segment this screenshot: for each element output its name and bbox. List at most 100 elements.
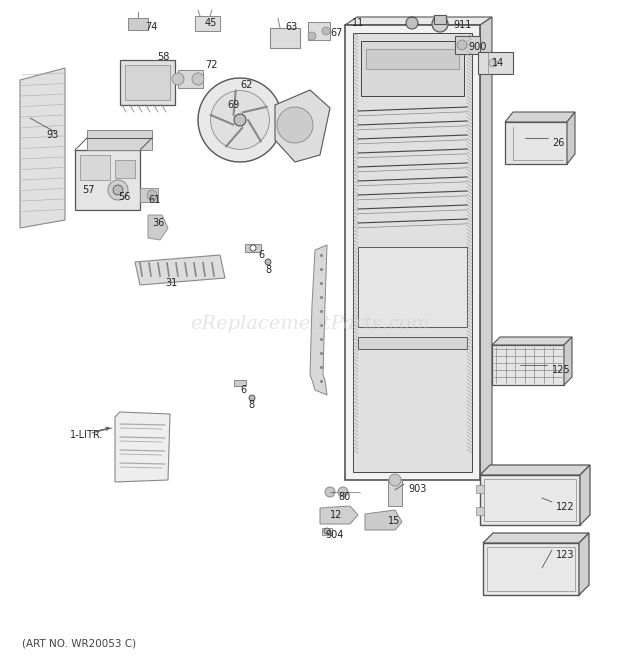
Bar: [505, 122, 567, 164]
Polygon shape: [505, 112, 575, 122]
Circle shape: [308, 32, 316, 40]
Text: 122: 122: [556, 502, 575, 512]
Polygon shape: [365, 510, 402, 530]
Text: 80: 80: [338, 492, 350, 502]
Bar: [345, 25, 480, 480]
Circle shape: [432, 16, 448, 32]
Text: 69: 69: [227, 100, 239, 110]
Bar: [75, 150, 140, 210]
Polygon shape: [345, 17, 492, 25]
Text: 911: 911: [453, 20, 471, 30]
Polygon shape: [148, 215, 168, 240]
Circle shape: [108, 180, 128, 200]
Bar: [125, 65, 170, 100]
Circle shape: [406, 17, 418, 29]
Text: 900: 900: [468, 42, 486, 52]
Circle shape: [234, 114, 246, 126]
Bar: [492, 345, 564, 385]
Text: 26: 26: [552, 138, 564, 148]
Bar: [388, 480, 402, 506]
Text: 8: 8: [248, 400, 254, 410]
Text: 58: 58: [157, 52, 169, 62]
Text: 6: 6: [240, 385, 246, 395]
Bar: [178, 70, 203, 88]
Circle shape: [489, 59, 497, 67]
Bar: [80, 155, 110, 180]
Bar: [358, 247, 467, 327]
Text: 904: 904: [325, 530, 343, 540]
Text: 61: 61: [148, 195, 160, 205]
Circle shape: [277, 107, 313, 143]
Bar: [484, 479, 576, 521]
Text: 11: 11: [352, 18, 365, 28]
Bar: [128, 18, 148, 30]
Circle shape: [211, 91, 270, 149]
Text: 72: 72: [205, 60, 218, 70]
Text: 1-LITR.: 1-LITR.: [70, 430, 104, 440]
Bar: [483, 543, 579, 595]
Bar: [195, 16, 220, 31]
Polygon shape: [20, 68, 65, 228]
Polygon shape: [135, 255, 225, 285]
Bar: [480, 475, 580, 525]
Bar: [120, 60, 175, 105]
Text: 93: 93: [46, 130, 58, 140]
Text: 45: 45: [205, 18, 218, 28]
Bar: [87, 130, 152, 150]
Circle shape: [324, 528, 330, 534]
Circle shape: [457, 40, 467, 50]
Text: 125: 125: [552, 365, 570, 375]
Circle shape: [113, 185, 123, 195]
Circle shape: [249, 395, 255, 401]
Polygon shape: [483, 533, 589, 543]
Circle shape: [389, 474, 401, 486]
Circle shape: [198, 78, 282, 162]
Bar: [353, 33, 472, 472]
Text: (ART NO. WR20053 C): (ART NO. WR20053 C): [22, 639, 136, 649]
Bar: [366, 49, 459, 69]
Text: eReplacementParts.com: eReplacementParts.com: [190, 315, 430, 333]
Bar: [234, 380, 246, 386]
Bar: [115, 160, 135, 178]
Polygon shape: [275, 90, 330, 162]
Polygon shape: [310, 245, 327, 395]
Bar: [476, 485, 484, 493]
Polygon shape: [115, 412, 170, 482]
Bar: [308, 22, 330, 40]
Text: 903: 903: [408, 484, 427, 494]
Bar: [358, 337, 467, 349]
Bar: [478, 52, 513, 74]
Text: 12: 12: [330, 510, 342, 520]
Text: 6: 6: [258, 250, 264, 260]
Bar: [434, 15, 446, 24]
Circle shape: [338, 487, 348, 497]
Polygon shape: [564, 337, 572, 385]
Text: 62: 62: [240, 80, 252, 90]
Polygon shape: [579, 533, 589, 595]
Circle shape: [265, 259, 271, 265]
Text: 36: 36: [152, 218, 164, 228]
Polygon shape: [492, 337, 572, 345]
Circle shape: [192, 73, 204, 85]
Circle shape: [325, 487, 335, 497]
Text: 8: 8: [265, 265, 271, 275]
Polygon shape: [567, 112, 575, 164]
Text: 15: 15: [388, 516, 401, 526]
Circle shape: [147, 190, 157, 200]
Bar: [361, 41, 464, 96]
Text: 57: 57: [82, 185, 94, 195]
Text: 123: 123: [556, 550, 575, 560]
Bar: [322, 528, 332, 535]
Bar: [455, 36, 480, 54]
Polygon shape: [320, 506, 358, 524]
Bar: [245, 244, 261, 252]
Bar: [140, 188, 158, 202]
Bar: [487, 547, 575, 591]
Circle shape: [322, 27, 330, 35]
Circle shape: [172, 73, 184, 85]
Bar: [270, 28, 300, 48]
Polygon shape: [480, 17, 492, 480]
Text: 63: 63: [285, 22, 297, 32]
Text: 14: 14: [492, 58, 504, 68]
Text: 74: 74: [145, 22, 157, 32]
